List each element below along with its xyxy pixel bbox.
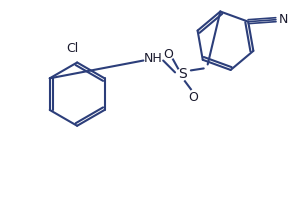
Text: N: N bbox=[279, 13, 288, 26]
Text: O: O bbox=[188, 91, 198, 104]
Text: Cl: Cl bbox=[66, 42, 78, 54]
Text: NH: NH bbox=[144, 52, 163, 65]
Text: O: O bbox=[163, 48, 173, 61]
Text: S: S bbox=[179, 67, 187, 81]
